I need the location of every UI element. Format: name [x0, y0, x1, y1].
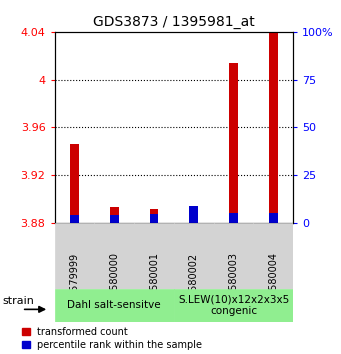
Bar: [190, 206, 198, 223]
Bar: [229, 212, 238, 223]
Bar: [55, 289, 174, 322]
Bar: [134, 223, 174, 289]
Text: GSM580000: GSM580000: [109, 252, 119, 312]
Text: strain: strain: [3, 296, 34, 306]
Bar: [253, 223, 293, 289]
Text: GSM580002: GSM580002: [189, 252, 199, 312]
Bar: [55, 223, 94, 289]
Bar: [70, 144, 79, 223]
Legend: transformed count, percentile rank within the sample: transformed count, percentile rank withi…: [22, 327, 203, 350]
Text: GSM580004: GSM580004: [268, 252, 278, 312]
Text: S.LEW(10)x12x2x3x5
congenic: S.LEW(10)x12x2x3x5 congenic: [178, 295, 289, 316]
Text: GSM580001: GSM580001: [149, 252, 159, 312]
Bar: [190, 222, 198, 223]
Bar: [150, 209, 158, 223]
Bar: [110, 215, 119, 223]
Bar: [150, 215, 158, 223]
Text: GSM580003: GSM580003: [228, 252, 239, 312]
Bar: [174, 223, 214, 289]
Bar: [214, 223, 253, 289]
Bar: [174, 289, 293, 322]
Bar: [269, 32, 278, 223]
Bar: [229, 63, 238, 223]
Bar: [269, 212, 278, 223]
Title: GDS3873 / 1395981_at: GDS3873 / 1395981_at: [93, 16, 255, 29]
Bar: [70, 215, 79, 223]
Bar: [94, 223, 134, 289]
Text: Dahl salt-sensitve: Dahl salt-sensitve: [68, 300, 161, 310]
Bar: [110, 207, 119, 223]
Text: GSM579999: GSM579999: [70, 252, 79, 312]
